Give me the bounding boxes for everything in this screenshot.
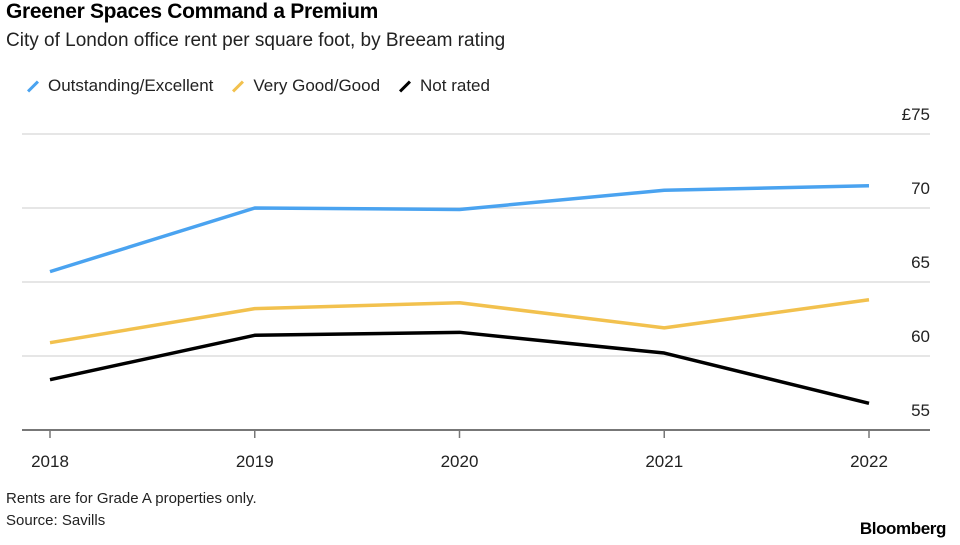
footnote: Rents are for Grade A properties only. <box>6 490 257 507</box>
y-tick-label: £75 <box>902 105 930 124</box>
y-tick-label: 65 <box>911 253 930 272</box>
y-tick-label: 60 <box>911 327 930 346</box>
legend-label: Very Good/Good <box>253 76 381 95</box>
x-tick-label: 2018 <box>31 452 69 471</box>
series-line-outstanding-excellent <box>49 184 870 274</box>
y-tick-label: 70 <box>911 179 930 198</box>
source: Source: Savills <box>6 512 106 529</box>
x-tick-label: 2019 <box>236 452 274 471</box>
legend: Outstanding/Excellent Very Good/Good Not… <box>26 76 490 96</box>
chart-title: Greener Spaces Command a Premium <box>6 0 379 23</box>
chart-subtitle: City of London office rent per square fo… <box>6 30 506 51</box>
x-tick-label: 2021 <box>645 452 683 471</box>
bloomberg-logo: Bloomberg <box>859 519 947 538</box>
legend-item-very-good: Very Good/Good <box>231 76 380 96</box>
series-line-very-good-good <box>49 298 870 345</box>
legend-item-outstanding: Outstanding/Excellent <box>26 76 213 96</box>
legend-label: Not rated <box>420 76 490 95</box>
series-line-not-rated <box>49 330 870 406</box>
legend-item-not-rated: Not rated <box>398 76 490 96</box>
y-tick-label: 55 <box>911 401 930 420</box>
x-tick-label: 2020 <box>441 452 479 471</box>
legend-label: Outstanding/Excellent <box>48 76 214 95</box>
x-tick-label: 2022 <box>850 452 888 471</box>
